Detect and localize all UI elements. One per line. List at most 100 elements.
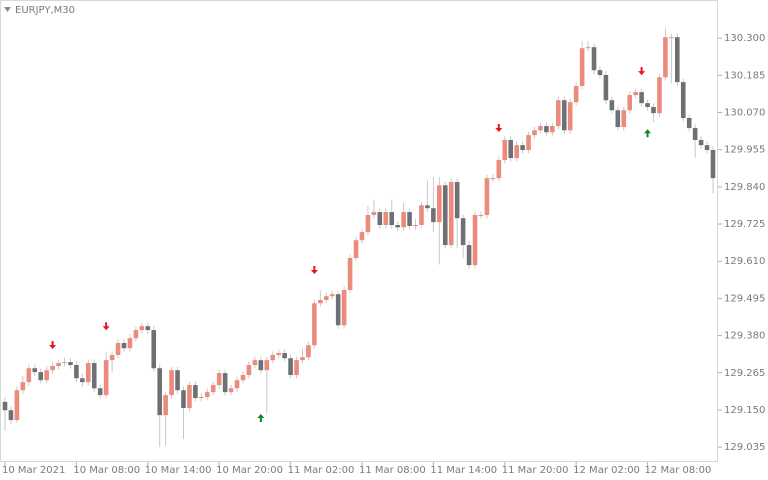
candle-body bbox=[675, 37, 680, 83]
candle-body bbox=[32, 368, 38, 373]
candle-body bbox=[538, 126, 543, 131]
candle-body bbox=[282, 353, 287, 359]
candle-body bbox=[85, 363, 91, 383]
candle-body bbox=[121, 343, 127, 349]
candle-body bbox=[669, 37, 674, 39]
chart-title: EURJPY,M30 bbox=[15, 5, 75, 16]
candle-body bbox=[175, 370, 180, 391]
candle-body bbox=[97, 388, 103, 396]
plot-frame bbox=[0, 0, 718, 462]
candle-body bbox=[115, 343, 121, 355]
candle-body bbox=[204, 392, 210, 398]
candle-body bbox=[395, 225, 400, 228]
candle-body bbox=[377, 212, 383, 226]
candle-body bbox=[193, 385, 198, 398]
candle-body bbox=[692, 128, 698, 140]
sell-arrow bbox=[638, 67, 646, 76]
x-tick-label: 11 Mar 20:00 bbox=[502, 465, 569, 476]
candle-body bbox=[270, 354, 276, 361]
candle-body bbox=[680, 82, 686, 119]
candle-body bbox=[329, 294, 335, 297]
candle-body bbox=[109, 354, 115, 361]
candle-body bbox=[365, 214, 371, 233]
x-tick-label: 11 Mar 08:00 bbox=[359, 465, 426, 476]
candle-body bbox=[163, 395, 168, 416]
y-tick-label: 129.495 bbox=[724, 293, 765, 304]
candle-body bbox=[133, 330, 139, 339]
candle-body bbox=[389, 212, 395, 226]
candle-body bbox=[609, 100, 615, 111]
candle-body bbox=[68, 362, 73, 366]
y-tick-label: 129.840 bbox=[724, 182, 765, 193]
candle-body bbox=[472, 214, 478, 266]
y-tick-label: 129.610 bbox=[724, 256, 765, 267]
candle-body bbox=[663, 37, 668, 78]
y-tick-label: 129.150 bbox=[724, 405, 765, 416]
buy-arrow bbox=[257, 414, 265, 423]
candle-body bbox=[437, 185, 442, 223]
candle-body bbox=[80, 378, 85, 383]
candle-body bbox=[312, 303, 317, 346]
candle-body bbox=[686, 118, 692, 129]
candle-body bbox=[532, 130, 537, 136]
candle-body bbox=[56, 363, 61, 366]
candle-body bbox=[187, 385, 192, 409]
candle-body bbox=[216, 373, 222, 386]
candle-body bbox=[478, 214, 484, 216]
candle-body bbox=[228, 388, 234, 393]
candle-body bbox=[401, 212, 406, 228]
candle-body bbox=[91, 363, 97, 389]
candle-body bbox=[657, 77, 662, 114]
y-tick-label: 130.185 bbox=[724, 70, 765, 81]
candle-body bbox=[240, 375, 246, 381]
candle-body bbox=[407, 212, 412, 226]
candle-body bbox=[431, 208, 436, 223]
candle-body bbox=[448, 182, 454, 246]
candle-body bbox=[335, 294, 341, 326]
y-tick-label: 129.380 bbox=[724, 331, 765, 342]
candle-body bbox=[139, 326, 145, 331]
candle-body bbox=[419, 205, 424, 226]
x-tick-label: 11 Mar 02:00 bbox=[288, 465, 355, 476]
sell-arrow bbox=[495, 124, 503, 133]
candle-body bbox=[38, 372, 43, 381]
candle-body bbox=[556, 100, 561, 127]
candle-body bbox=[246, 365, 252, 376]
sell-arrow bbox=[102, 322, 110, 331]
candle-body bbox=[252, 360, 258, 366]
x-tick-label: 10 Mar 14:00 bbox=[145, 465, 212, 476]
candle-body bbox=[502, 139, 508, 161]
x-tick-label: 10 Mar 08:00 bbox=[73, 465, 140, 476]
symbol-menu-icon[interactable] bbox=[4, 7, 11, 12]
candle-body bbox=[413, 225, 418, 227]
candle-body bbox=[633, 92, 638, 96]
candle-body bbox=[442, 185, 448, 246]
candle-body bbox=[288, 358, 293, 376]
candle-body bbox=[550, 126, 555, 133]
candle-body bbox=[294, 360, 299, 376]
candle-body bbox=[520, 145, 525, 151]
candle-body bbox=[579, 48, 585, 86]
candle-body bbox=[318, 300, 323, 304]
candle-body bbox=[234, 380, 240, 389]
candle-body bbox=[323, 296, 329, 301]
candle-body bbox=[8, 410, 14, 420]
candle-body bbox=[74, 365, 79, 379]
candle-body bbox=[222, 373, 228, 393]
candle-body bbox=[181, 390, 186, 409]
x-tick-label: 11 Mar 14:00 bbox=[430, 465, 497, 476]
candle-body bbox=[50, 365, 55, 371]
sell-arrow bbox=[310, 265, 318, 274]
candle-body bbox=[151, 330, 157, 369]
candle-body bbox=[567, 102, 573, 131]
candle-body bbox=[544, 126, 549, 133]
candle-body bbox=[561, 100, 567, 131]
candle-body bbox=[353, 240, 359, 258]
y-tick-label: 129.265 bbox=[724, 368, 765, 379]
x-tick-label: 12 Mar 08:00 bbox=[645, 465, 712, 476]
candle-body bbox=[169, 370, 174, 396]
candle-body bbox=[514, 145, 519, 159]
candle-body bbox=[454, 182, 460, 219]
candle-body bbox=[145, 326, 151, 331]
